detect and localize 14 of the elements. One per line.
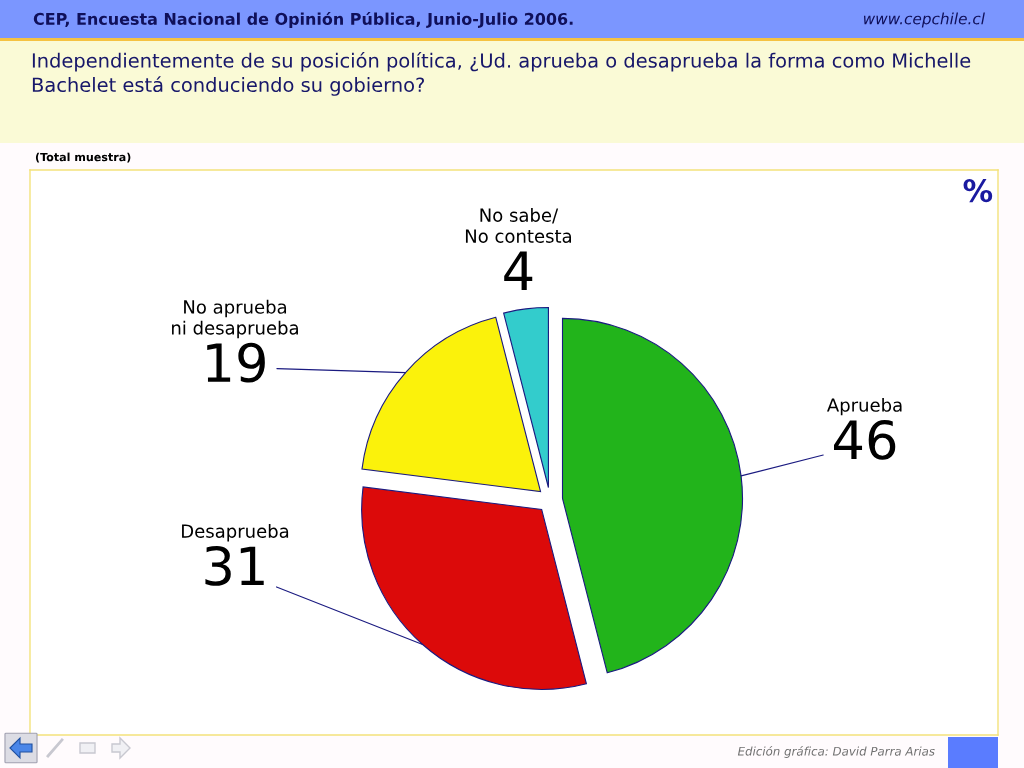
- slice-label: No sabe/ No contesta: [465, 208, 571, 243]
- data-label: 46: [834, 419, 896, 460]
- data-label: 31: [205, 545, 264, 586]
- data-label: 19: [207, 342, 265, 383]
- slice-label: Desaprueba: [182, 523, 289, 542]
- text: Edición gráfica: David Parra Arias: [737, 746, 935, 758]
- slice-label: Aprueba: [826, 397, 902, 416]
- text: %: [963, 179, 993, 203]
- chart-title: Independientemente de su posición política, ¿Ud. aprueba o desaprueba la forma como Michelle Bachelet está conduciendo su gobierno?: [32, 52, 971, 96]
- data-label: 4: [504, 251, 533, 291]
- chart-subtitle: (Total muestra): [35, 152, 131, 163]
- text: CEP, Encuesta Nacional de Opinión Pública, Junio-Julio 2006.: [33, 11, 573, 29]
- slice-label: No aprueba ni desaprueba: [172, 299, 298, 339]
- text: www.cepchile.cl: [863, 12, 985, 28]
